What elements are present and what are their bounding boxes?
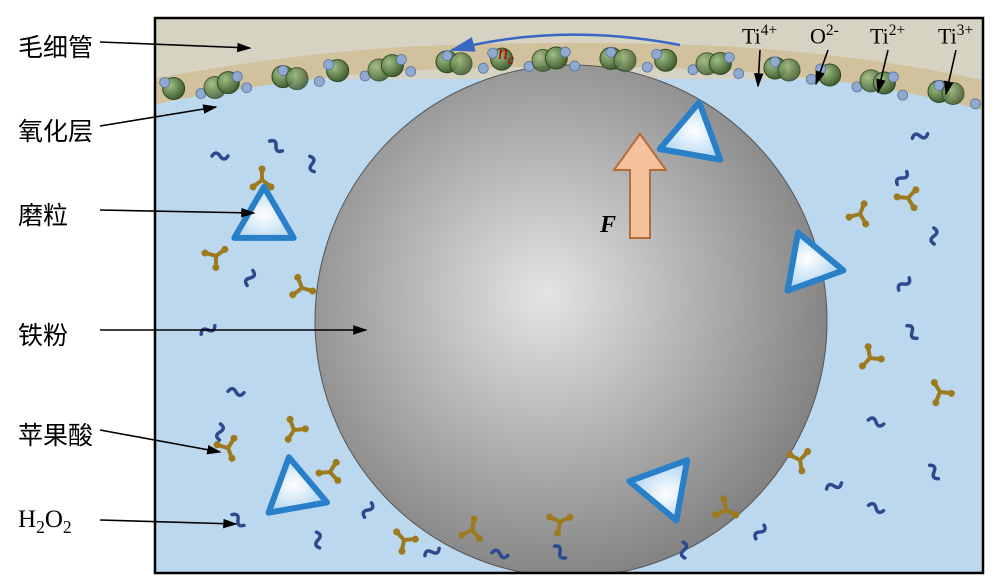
ion-label-Ti2+: Ti2+ — [870, 22, 905, 49]
clipped-scene — [156, 19, 982, 577]
label-h2o2: H2O2 — [18, 506, 72, 538]
ion-label-Ti4+: Ti4+ — [742, 22, 777, 49]
iron-sphere — [315, 65, 827, 577]
label-malic: 苹果酸 — [18, 416, 93, 452]
label-abrasive: 磨粒 — [18, 196, 68, 232]
nc-label: nc — [498, 42, 514, 69]
diagram-root: 毛细管氧化层磨粒铁粉苹果酸 H2O2 Ti4+ O2- Ti2+ Ti3+ F nc — [0, 0, 1000, 588]
label-iron: 铁粉 — [18, 316, 68, 352]
label-oxide: 氧化层 — [18, 112, 93, 148]
diagram-svg — [0, 0, 1000, 588]
force-label: F — [600, 212, 616, 239]
ion-label-O2-: O2- — [810, 22, 839, 49]
label-capillary: 毛细管 — [18, 28, 93, 64]
ion-label-Ti3+: Ti3+ — [938, 22, 973, 49]
